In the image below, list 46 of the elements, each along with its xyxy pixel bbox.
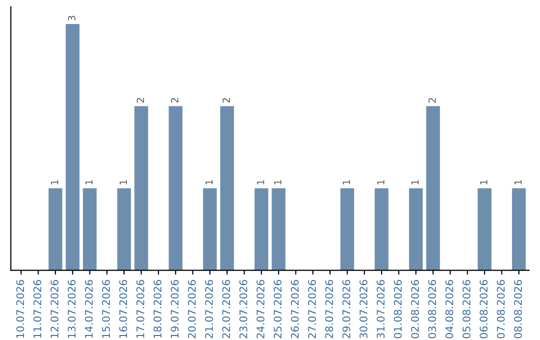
data-label: 1 [412,180,419,184]
x-tick-label: 30.07.2026 [360,280,368,338]
data-label: 3 [68,16,76,21]
data-label: 1 [257,180,264,184]
x-tick-label: 03.08.2026 [428,280,436,338]
x-tick-label: 23.07.2026 [239,280,248,338]
x-tick-label: 18.07.2026 [154,280,162,338]
data-label: 2 [428,98,436,103]
x-tick-label: 08.08.2026 [514,280,522,338]
x-tick-label: 01.08.2026 [394,280,402,338]
x-tick-label: 02.08.2026 [411,280,419,338]
data-label: 2 [136,98,144,103]
x-tick-label: 27.07.2026 [308,280,316,338]
data-label: 1 [342,180,350,184]
x-tick-label: 21.07.2026 [205,280,213,338]
x-tick-label: 13.07.2026 [68,280,76,338]
x-tick-label: 24.07.2026 [256,280,264,338]
x-tick-label: 20.07.2026 [188,280,196,338]
data-label: 2 [222,98,230,103]
data-label: 1 [377,180,384,184]
x-tick-label: 14.07.2026 [84,280,93,338]
data-label: 1 [120,180,127,184]
x-tick-label: 07.08.2026 [496,280,505,338]
x-tick-label: 06.08.2026 [480,280,488,338]
x-tick-label: 31.07.2026 [376,280,385,338]
x-tick-label: 22.07.2026 [222,280,230,338]
x-tick-label: 19.07.2026 [170,280,179,338]
data-label: 2 [171,98,178,103]
x-tick-label: 17.07.2026 [136,280,144,338]
x-tick-label: 11.07.2026 [33,280,42,338]
x-tick-label: 04.08.2026 [445,280,454,338]
x-tick-label: 16.07.2026 [119,280,128,338]
x-tick-label: 26.07.2026 [290,280,299,338]
data-label: 1 [85,180,92,184]
data-label: 1 [206,180,213,184]
x-tick-label: 28.07.2026 [325,280,334,338]
x-tick-label: 25.07.2026 [274,280,282,338]
x-tick-label: 10.07.2026 [16,280,24,338]
x-tick-label: 29.07.2026 [342,280,350,338]
data-label: 1 [480,180,488,184]
data-label: 1 [274,180,282,184]
data-label: 1 [51,180,58,184]
data-label: 1 [514,180,522,184]
x-tick-label: 12.07.2026 [50,280,58,338]
x-tick-label: 15.07.2026 [102,280,110,338]
x-tick-label: 05.08.2026 [462,280,470,338]
